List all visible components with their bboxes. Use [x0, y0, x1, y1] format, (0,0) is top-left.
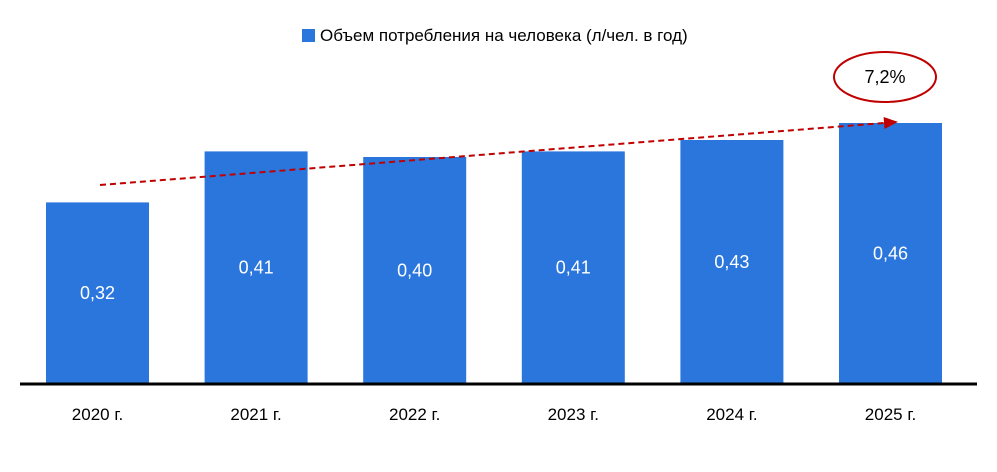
legend-swatch [302, 29, 315, 42]
x-tick-label: 2024 г. [706, 405, 757, 424]
x-tick-label: 2020 г. [72, 405, 123, 424]
x-tick-label: 2023 г. [548, 405, 599, 424]
growth-ellipse [833, 51, 937, 103]
bar-value-label: 0,41 [239, 258, 274, 278]
bar-value-label: 0,43 [714, 252, 749, 272]
bar [839, 123, 942, 384]
x-tick-label: 2022 г. [389, 405, 440, 424]
x-tick-label: 2025 г. [865, 405, 916, 424]
trend-line [99, 122, 885, 186]
bar [204, 151, 308, 384]
growth-label: 7,2% [864, 67, 905, 87]
trend-line-group [99, 117, 898, 186]
x-axis-tick-labels: 2020 г. 2021 г. 2022 г. 2023 г. 2024 г. 2025 … [72, 405, 916, 424]
bar [680, 140, 784, 384]
x-tick-label: 2021 г. [230, 405, 281, 424]
bar-value-label: 0,32 [80, 283, 115, 303]
bar [46, 202, 149, 384]
bar [521, 151, 625, 384]
bar-value-label: 0,40 [397, 261, 432, 281]
trend-arrowhead [883, 117, 898, 129]
bar-value-label: 0,46 [873, 244, 908, 264]
bar [363, 157, 467, 384]
legend-label: Объем потребления на человека (л/чел. в … [320, 26, 688, 45]
growth-annotation: 7,2% [833, 51, 937, 103]
bar-value-label: 0,41 [556, 258, 591, 278]
legend: Объем потребления на человека (л/чел. в … [302, 26, 688, 45]
bars: 0,32 0,41 0,40 0,41 0,43 0,46 [46, 123, 942, 384]
